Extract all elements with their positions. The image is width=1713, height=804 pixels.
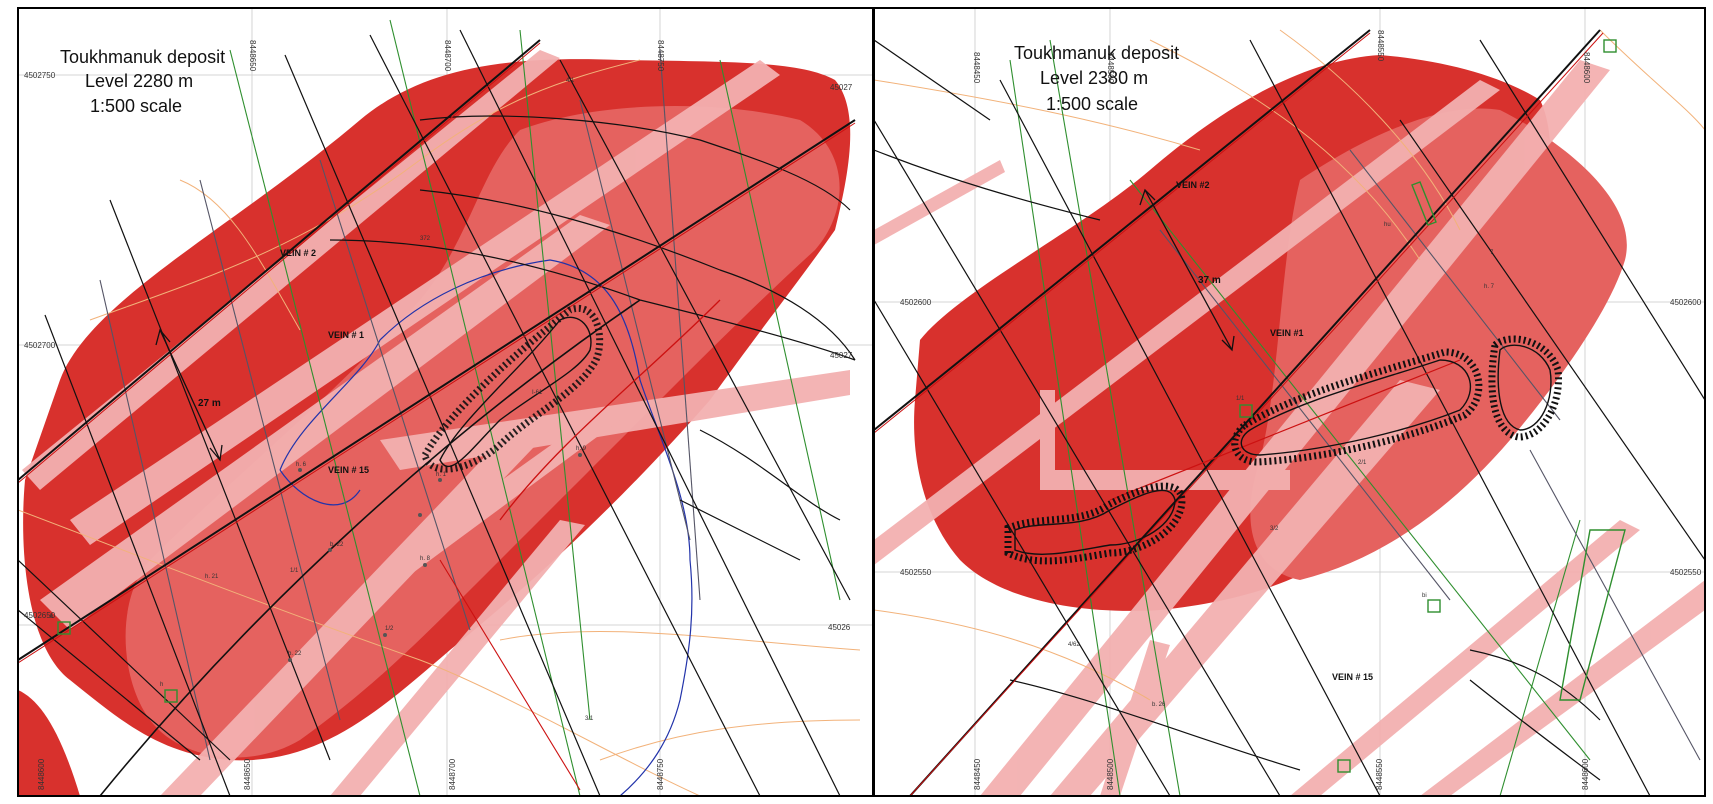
right-hole-label: b. 26 [1152,702,1166,708]
contour-lines [874,29,1705,701]
right-hole-label: h. 7 [1484,284,1495,290]
left-hole-label: 372 [420,236,431,242]
right-vein-15-label: VEIN # 15 [1332,672,1373,682]
left-map-panel: Toukhmanuk deposit Level 2280 m 1:500 sc… [18,8,873,796]
right-coord-top-2: 8448500 [1106,52,1115,84]
distance-arrow [155,328,223,462]
right-vein-2-label: VEIN #2 [1176,180,1210,190]
left-hole-label: h. 8 [420,556,431,562]
hole-markers [57,621,178,703]
left-hole-label: h [160,682,163,688]
stream-line [279,259,693,796]
stream-line-2 [279,469,361,506]
pit-outline [1004,335,1562,565]
left-coord-left-2: 4502700 [24,341,56,350]
left-coord-left-1: 4502750 [24,71,56,80]
left-hole-label: h. 9 [576,446,587,452]
drill-traces [1009,39,1701,796]
right-coord-left-2: 4502550 [900,568,932,577]
pit-outline [421,304,604,473]
right-map-scale: 1:500 scale [1046,94,1138,114]
left-hole-label: I-61 [532,390,543,396]
left-hole-label: 1/1 [290,568,299,574]
fault-lines [874,39,1705,796]
right-coord-bottom-4: 8448600 [1581,758,1590,790]
fault-lines [18,29,856,796]
left-coord-top-1: 8448650 [248,40,257,72]
hole-dots [288,453,582,662]
left-coord-bottom-4: 8448750 [656,758,665,790]
left-hole-label: b. 22 [288,651,302,657]
right-map-panel: Toukhmanuk deposit Level 2380 m 1:500 sc… [874,8,1705,796]
distance-arrow [1139,188,1235,352]
right-hole-label: 4/62 [1068,642,1080,648]
vein-traces [18,39,856,796]
left-coord-right-2: 45027 [830,351,853,360]
left-hole-label: b [50,614,54,620]
left-hole-label: 3/1 [585,716,594,722]
right-hole-label: 7 [1490,250,1494,256]
alteration-bands [874,60,1705,796]
left-coord-bottom-1: 8448600 [37,758,46,790]
drill-traces [99,19,841,796]
left-coord-bottom-2: 8448650 [243,758,252,790]
right-coord-bottom-1: 8448450 [973,758,982,790]
right-hole-label: 1/1 [1236,396,1245,402]
right-coord-bottom-3: 8448550 [1375,758,1384,790]
right-hole-label: hu [1384,222,1391,228]
alteration-bands [22,50,850,796]
left-hole-label: 1/2 [385,626,394,632]
hole-markers [1239,39,1626,773]
left-hole-label: h. 6 [296,462,307,468]
right-coord-right-1: 4502600 [1670,298,1702,307]
right-hole-label: bi [1422,593,1427,599]
right-coord-right-2: 4502550 [1670,568,1702,577]
left-hole-label: b. 22 [330,542,344,548]
right-coord-left-1: 4502600 [900,298,932,307]
left-distance-label: 27 m [198,398,221,409]
right-hole-label: 3/2 [1270,526,1279,532]
left-vein-2-label: VEIN # 2 [280,248,316,258]
right-coord-top-3: 8448550 [1376,30,1385,62]
left-coord-right-3: 45026 [828,623,851,632]
right-hole-label: 2/1 [1358,460,1367,466]
left-vein-1-label: VEIN # 1 [328,330,364,340]
right-map-title: Toukhmanuk deposit [1014,43,1179,63]
left-vein-15-label: VEIN # 15 [328,465,369,475]
right-distance-label: 37 m [1198,275,1221,286]
left-coord-right-1: 45027 [830,83,853,92]
right-map-level: Level 2380 m [1040,68,1148,88]
left-hole-label: h. 21 [205,574,219,580]
right-coord-top-1: 8448450 [972,52,981,84]
left-map-level: Level 2280 m [85,71,193,91]
right-vein-1-label: VEIN #1 [1270,328,1304,338]
right-coord-top-4: 8448600 [1582,52,1591,84]
left-coord-top-2: 8448700 [443,40,452,72]
right-coord-bottom-2: 8448500 [1106,758,1115,790]
left-hole-label: 4/1 [566,78,575,84]
left-coord-top-3: 8448750 [656,40,665,72]
contour-lines [18,59,861,796]
vein-traces [874,29,1604,796]
ore-zone-corner [18,690,80,796]
left-coord-bottom-3: 8448700 [448,758,457,790]
left-map-scale: 1:500 scale [90,96,182,116]
left-coord-left-3: 4502650 [24,611,56,620]
left-map-title: Toukhmanuk deposit [60,47,225,67]
left-hole-label: h. 1 [436,472,447,478]
